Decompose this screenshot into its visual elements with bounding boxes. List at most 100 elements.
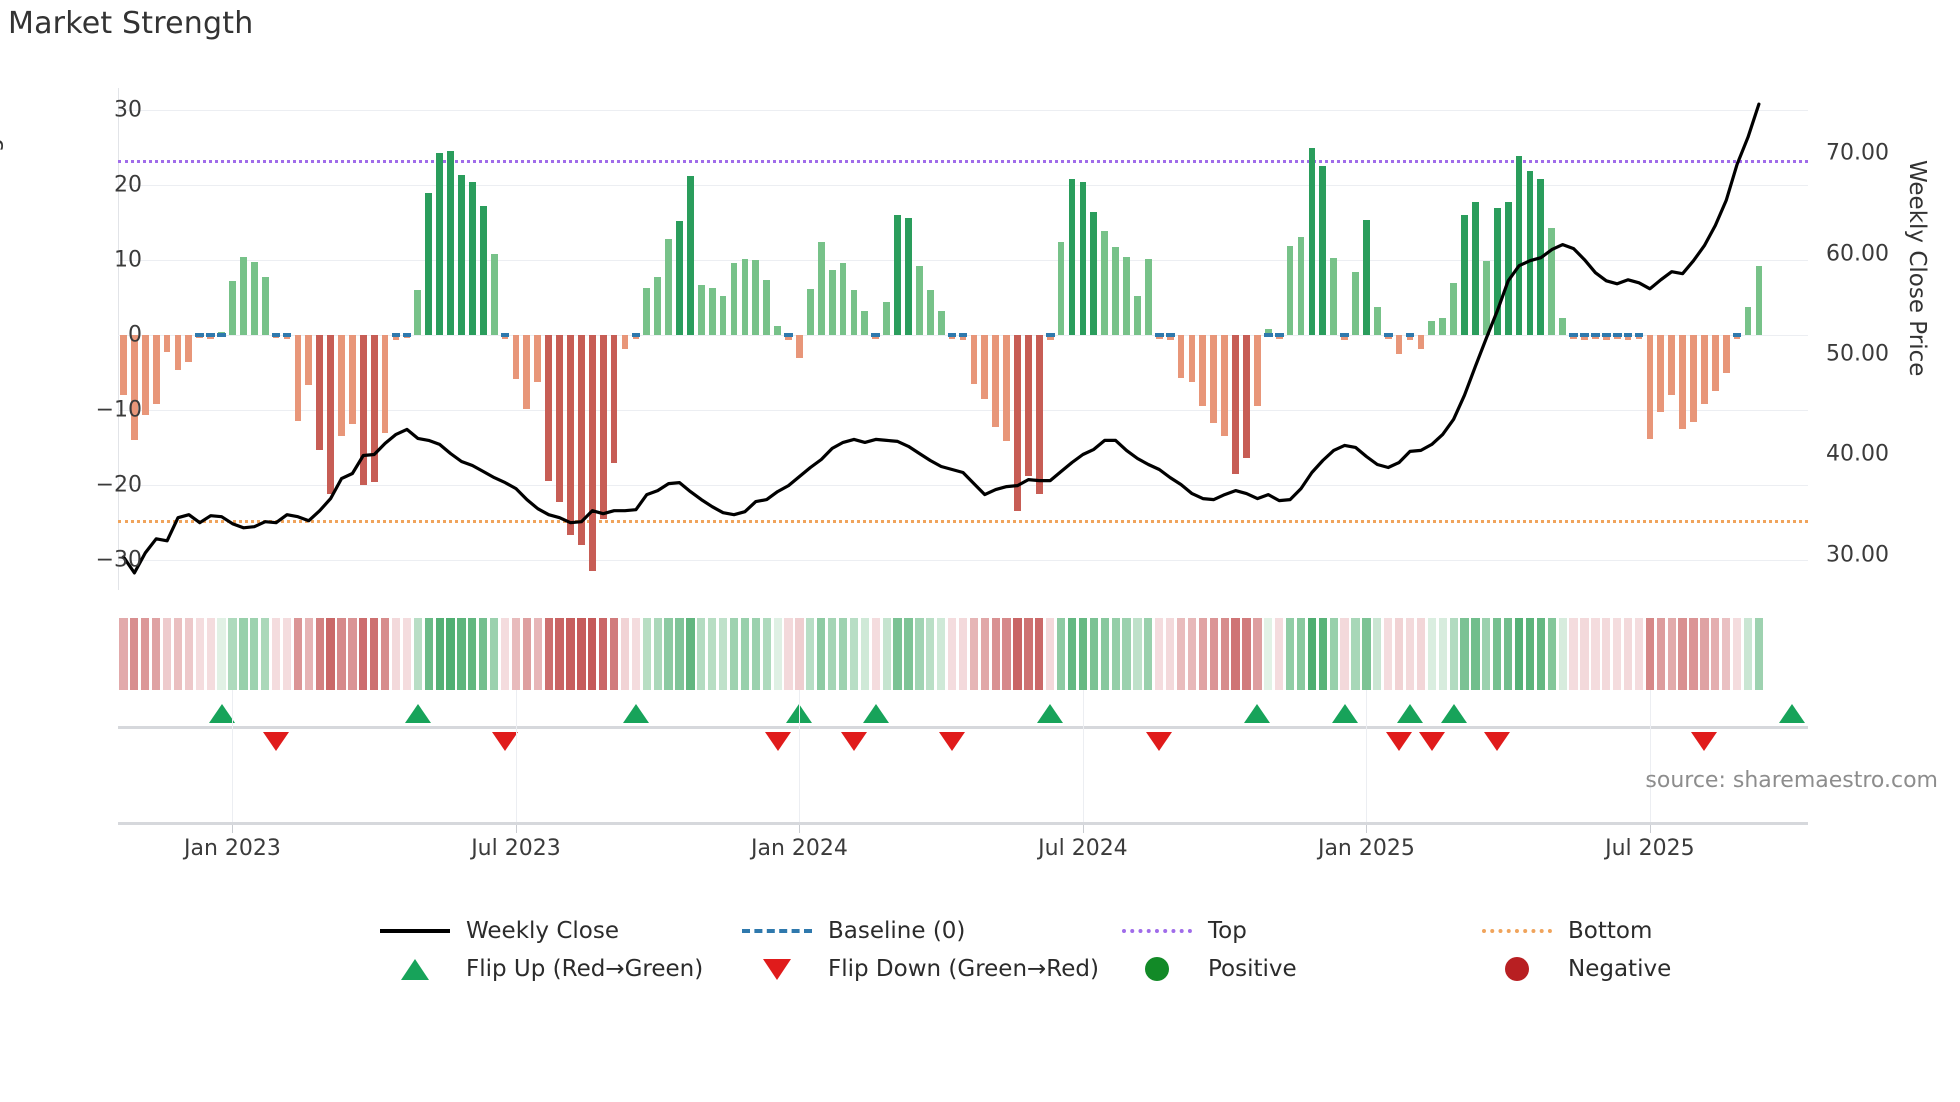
heatmap-cell — [1394, 618, 1404, 690]
heatmap-cell — [1732, 618, 1742, 690]
strength-bar — [697, 285, 705, 336]
heatmap-cell — [1449, 618, 1458, 690]
legend-item[interactable]: Flip Down (Green→Red) — [740, 956, 1099, 982]
strength-bar — [1439, 318, 1447, 336]
legend-glyph-icon — [742, 929, 812, 933]
heatmap-cell — [119, 618, 128, 690]
strength-bar — [1711, 335, 1719, 392]
heatmap-cell — [1504, 618, 1513, 690]
strength-bar — [730, 262, 738, 336]
strength-bar — [447, 150, 454, 336]
legend-swatch-dashed-line-blue — [740, 918, 814, 944]
heatmap-cell — [969, 618, 979, 690]
baseline-segment — [1612, 333, 1622, 338]
flip-down-marker — [263, 732, 290, 751]
heatmap-cell — [947, 618, 957, 690]
gridline — [118, 260, 1808, 262]
strength-bar — [905, 218, 912, 336]
baseline-segment — [1274, 333, 1284, 338]
legend-item[interactable]: Top — [1120, 918, 1247, 944]
heatmap-cell — [446, 618, 455, 690]
heatmap-cell — [348, 618, 357, 690]
y-tick-left: 10 — [114, 247, 142, 273]
weekly-close-path — [121, 102, 1761, 575]
x-tick-mark — [1366, 825, 1368, 833]
strength-bar — [327, 335, 334, 495]
flip-up-marker — [1778, 704, 1805, 723]
heatmap-cell — [1351, 618, 1360, 690]
x-tick-label: Jan 2025 — [1317, 836, 1415, 861]
flip-up-marker — [622, 704, 649, 723]
baseline-segment — [500, 333, 510, 338]
strength-bar — [861, 311, 869, 336]
legend-glyph-icon — [1482, 929, 1552, 933]
strength-bar — [654, 276, 662, 336]
heatmap-cell — [1035, 618, 1044, 690]
heatmap-cell — [1111, 618, 1120, 690]
strength-bar — [1450, 282, 1457, 336]
heatmap-cell — [1144, 618, 1153, 690]
strength-bar — [1243, 335, 1250, 459]
strength-bar — [229, 280, 236, 336]
strength-bar — [250, 261, 258, 336]
heatmap-cell — [675, 618, 684, 690]
x-gridline — [1649, 762, 1651, 822]
legend-item[interactable]: Flip Up (Red→Green) — [378, 956, 703, 982]
gridline — [118, 410, 1808, 412]
x-tick-label: Jul 2023 — [471, 836, 561, 861]
flip-up-marker — [1440, 704, 1467, 723]
strength-bar — [578, 335, 585, 546]
strength-bar — [1014, 335, 1021, 511]
heatmap-cell — [664, 618, 673, 690]
y-tick-left: −10 — [95, 397, 142, 423]
heatmap-cell — [162, 618, 172, 690]
heatmap-cell — [391, 618, 401, 690]
strength-bar — [665, 239, 672, 336]
heatmap-cell — [588, 618, 597, 690]
reference-lines — [118, 88, 1808, 590]
strength-bar — [1526, 171, 1534, 336]
legend-item[interactable]: Baseline (0) — [740, 918, 965, 944]
heatmap-cell — [184, 618, 193, 690]
strength-bar — [1232, 335, 1239, 474]
baseline-segment — [271, 333, 281, 338]
heatmap-cell — [577, 618, 586, 690]
heatmap-cell — [980, 618, 989, 690]
strength-bar — [349, 335, 356, 424]
heatmap-cell — [468, 618, 477, 690]
baseline-segment — [1580, 333, 1589, 338]
heatmap-cell — [1253, 618, 1262, 690]
heatmap-cell — [893, 618, 902, 690]
y-tick-right: 50.00 — [1826, 341, 1889, 367]
heatmap-cell — [1700, 618, 1709, 690]
heatmap-cell — [152, 618, 161, 690]
reference-line-top — [118, 159, 1808, 163]
legend-item[interactable]: Negative — [1480, 956, 1671, 982]
strength-bar — [883, 301, 891, 336]
strength-bar — [479, 206, 487, 336]
heatmap-cell — [1231, 618, 1240, 690]
strength-bar — [1373, 306, 1381, 336]
strength-bar — [1657, 335, 1665, 412]
strength-bar — [1646, 335, 1654, 440]
x-gridline — [1366, 690, 1368, 762]
y-tick-left: −20 — [95, 472, 142, 498]
legend-label: Top — [1208, 918, 1247, 944]
strength-bar — [796, 335, 803, 358]
y-axis-spine — [118, 88, 119, 590]
legend-item[interactable]: Positive — [1120, 956, 1297, 982]
strength-bar — [152, 335, 160, 405]
strength-bar — [763, 279, 771, 336]
strength-bar — [1341, 335, 1348, 340]
heatmap-cell — [1634, 618, 1644, 690]
strength-bar — [1123, 256, 1130, 336]
heatmap-cell — [751, 618, 760, 690]
heatmap-cell — [1743, 618, 1753, 690]
strength-bar — [163, 335, 171, 353]
flip-up-marker — [1244, 704, 1271, 723]
legend-item[interactable]: Weekly Close — [378, 918, 619, 944]
strength-bar — [1679, 335, 1686, 429]
heatmap-cell — [1176, 618, 1186, 690]
legend-item[interactable]: Bottom — [1480, 918, 1652, 944]
x-tick-mark — [515, 825, 517, 833]
